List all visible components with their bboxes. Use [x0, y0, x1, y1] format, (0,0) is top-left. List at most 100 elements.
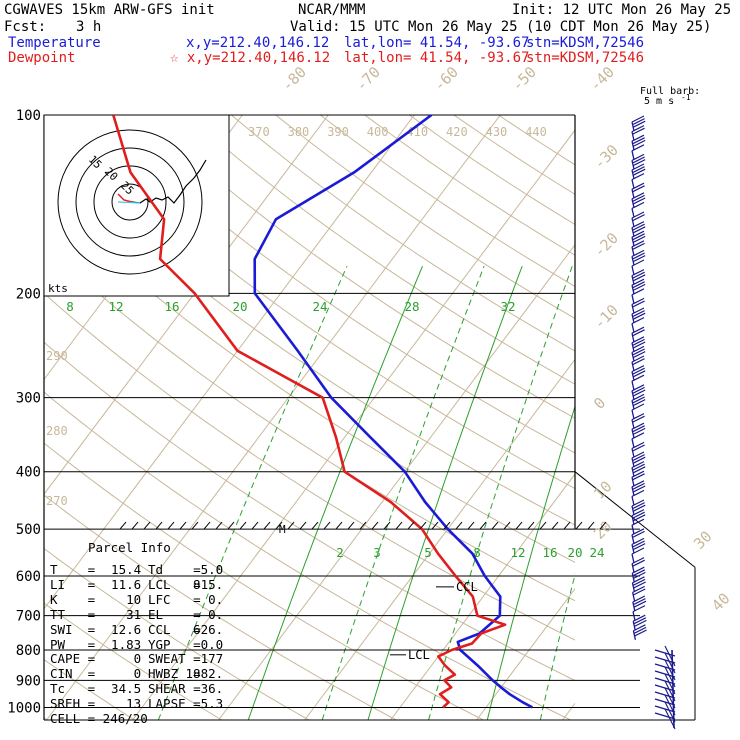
parcel-value: 1.83 — [96, 636, 142, 652]
theta-label: 430 — [486, 125, 508, 139]
parcel-value: 626. — [178, 621, 224, 637]
wind-barb-flag — [631, 499, 645, 507]
wind-barb-flag — [632, 444, 645, 452]
wind-barb-flag — [632, 274, 646, 282]
mixing-ratio-label: 2 — [336, 545, 344, 560]
mixing-ratio-label: 3 — [373, 545, 381, 560]
mixing-ratio-label: 24 — [312, 299, 327, 314]
tick-hatch — [503, 521, 511, 530]
tick-hatch — [203, 521, 211, 530]
wind-barb-flag — [632, 569, 646, 577]
parcel-value: 0 — [96, 666, 142, 682]
wind-barb-flag — [631, 547, 645, 555]
temp-legend-xy: x,y=212.40,146.12 — [186, 35, 330, 51]
wind-barb — [631, 313, 635, 324]
wind-barb-flag — [631, 221, 645, 229]
tick-hatch — [599, 521, 607, 530]
wind-barb-flag — [632, 386, 645, 394]
tick-hatch — [167, 521, 175, 530]
tick-hatch — [251, 521, 259, 530]
wind-barb — [631, 256, 635, 266]
wind-barb-flag — [631, 240, 645, 248]
temperature-label: -80 — [278, 63, 310, 95]
wind-barb-flag — [632, 530, 645, 538]
wind-barb-flag — [632, 329, 645, 337]
wind-barb-flag — [631, 518, 645, 526]
parcel-value: 5.0 — [178, 562, 224, 577]
temperature-label: 10 — [590, 477, 616, 503]
wind-barb-flag — [632, 283, 646, 291]
wind-barb-flag — [632, 156, 645, 164]
pressure-label: 700 — [16, 609, 41, 625]
wind-barb-flag — [632, 540, 645, 548]
tick-hatch — [359, 521, 367, 530]
wind-barb — [631, 217, 635, 228]
wind-barb-flag — [632, 242, 645, 250]
wind-barb-flag — [631, 422, 645, 430]
wind-barb-flag — [633, 600, 647, 608]
wind-barb-flag — [631, 182, 645, 190]
mixing-ratio-label: 8 — [66, 299, 74, 314]
wind-barb — [632, 630, 637, 640]
wind-barb-flag — [631, 528, 645, 536]
wind-barb-flag — [632, 454, 645, 462]
wind-barb-flag — [632, 463, 645, 471]
dry-adiabat — [498, 115, 575, 166]
wind-barb — [631, 294, 635, 304]
wind-barb-flag — [632, 415, 645, 423]
temperature-label: -50 — [508, 63, 540, 95]
wind-barb-flag — [632, 370, 646, 378]
wind-barb-flag — [632, 358, 645, 366]
wind-barb-flag — [633, 581, 646, 589]
parcel-value: 11.6 — [96, 576, 142, 592]
tick-hatch — [335, 521, 343, 530]
parcel-value: 36. — [178, 681, 224, 697]
wind-barb — [631, 544, 635, 554]
wind-barb-flag — [631, 509, 645, 517]
wind-barb-flag — [632, 576, 645, 584]
hodograph-low-segment — [117, 193, 133, 203]
parcel-label: SWEAT = — [148, 651, 201, 667]
theta-label: 420 — [446, 125, 468, 139]
parcel-label: LI = — [50, 576, 96, 592]
wind-barb-flag — [631, 201, 645, 209]
wind-barbs — [631, 115, 676, 730]
temperature-profile — [253, 115, 534, 709]
wind-barb-flag — [631, 163, 645, 171]
wind-barb-flag — [632, 504, 646, 512]
hodograph-ring — [111, 183, 149, 221]
fcst-label: Fcst: — [4, 19, 47, 35]
dewpoint-profile — [112, 115, 507, 709]
wind-barb-flag — [631, 566, 645, 574]
wind-barb — [631, 448, 635, 458]
init-time: Init: 12 UTC Mon 26 May 25 — [512, 2, 732, 18]
parcel-label: SWI = — [50, 621, 96, 637]
wind-barb-flag — [632, 341, 646, 349]
wind-barb-flag — [631, 355, 645, 363]
wind-barb-flag — [632, 348, 645, 356]
theta-label: 370 — [248, 125, 270, 139]
wind-barb-flag — [632, 300, 645, 308]
temperature-label: 40 — [708, 589, 734, 615]
hodograph-frame — [43, 114, 230, 297]
mixing-ratio-line — [610, 266, 721, 720]
annotations: M CCL LCL — [119, 521, 607, 662]
wind-barb-flag — [632, 137, 645, 145]
wind-barb — [631, 342, 635, 352]
parcel-value: 0. — [178, 591, 224, 607]
wind-barb-flag — [632, 456, 646, 464]
dry-adiabat — [97, 115, 575, 454]
wind-barb — [631, 333, 635, 343]
parcel-label: CIN = — [50, 666, 96, 682]
wind-barb-flag — [633, 598, 646, 606]
wind-barb — [631, 141, 635, 151]
dry-adiabat — [44, 391, 571, 720]
wind-barb-flag — [632, 185, 645, 193]
wind-barb — [631, 237, 635, 247]
wind-barb-flag — [631, 259, 645, 267]
mixing-ratio-label: 24 — [589, 545, 604, 560]
wind-barb-flag — [633, 624, 646, 632]
wind-barb-flag — [631, 230, 645, 238]
wind-barb-low-axis — [671, 649, 675, 729]
wind-barb — [631, 323, 635, 333]
